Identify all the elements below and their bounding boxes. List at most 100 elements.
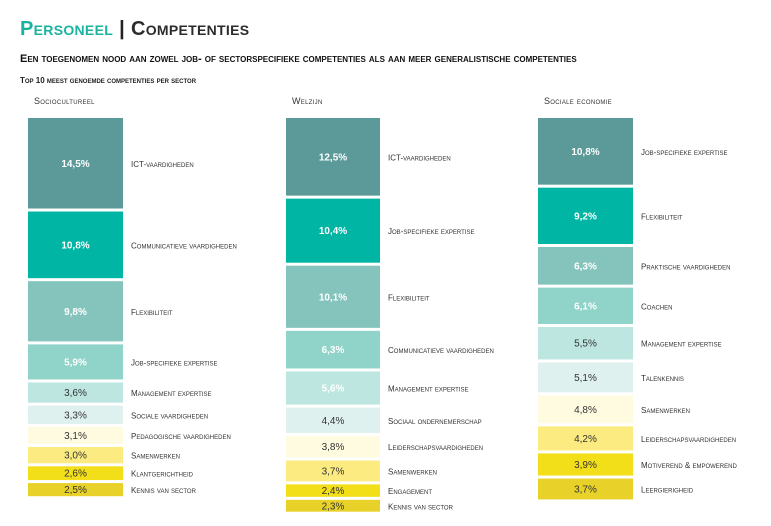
bar-value-label: 5,9%	[64, 357, 87, 368]
chart-title: Top 10 meest genoemde competenties per s…	[20, 76, 197, 85]
bar-segment	[286, 499, 380, 512]
bar-category-label: Motiverend & empowerend	[641, 461, 737, 470]
bar-value-label: 14,5%	[61, 159, 89, 170]
sector-title: Sociocultureel	[34, 96, 95, 106]
bar-category-label: Samenwerken	[131, 452, 180, 461]
bar-segment	[538, 426, 633, 451]
bar-category-label: Talenkennis	[641, 374, 684, 383]
bar-category-label: Communicatieve vaardigheden	[131, 241, 237, 250]
bar-category-label: Flexibiliteit	[131, 308, 173, 317]
bar-segment	[538, 362, 633, 393]
title-part-competenties: Competenties	[130, 18, 250, 40]
bar-category-label: Coachen	[641, 302, 672, 311]
bar-value-label: 3,8%	[322, 442, 345, 453]
bar-segment	[28, 211, 123, 279]
bar-category-label: ICT-vaardigheden	[388, 153, 451, 162]
sector-welzijn: Welzijn 12,5% ICT-vaardigheden 10,4% Job-spe…	[286, 96, 494, 512]
bar-value-label: 3,0%	[64, 451, 87, 462]
bar-segment	[538, 478, 633, 500]
bar-value-label: 10,1%	[319, 292, 347, 303]
bar-segment	[286, 371, 380, 405]
page-title: Personeel | Competenties	[20, 18, 249, 41]
bar-segment	[286, 435, 380, 458]
bar-value-label: 6,3%	[574, 261, 597, 272]
bar-segment	[28, 446, 123, 464]
bar-segment	[286, 484, 380, 497]
sector-title: Welzijn	[292, 96, 323, 106]
bar-value-label: 10,8%	[571, 147, 599, 158]
bar-category-label: Communicatieve vaardigheden	[388, 346, 494, 355]
bar-segment	[538, 247, 633, 285]
bar-value-label: 6,3%	[322, 345, 345, 356]
bar-value-label: 4,8%	[574, 405, 597, 416]
page-subtitle: Een toegenomen nood aan zowel job- of se…	[20, 53, 577, 65]
bar-segment	[538, 118, 633, 185]
bar-value-label: 3,6%	[64, 388, 87, 399]
bar-segment	[28, 426, 123, 444]
bar-value-label: 2,3%	[322, 501, 345, 512]
bar-value-label: 6,1%	[574, 301, 597, 312]
bar-value-label: 3,1%	[64, 431, 87, 442]
bar-value-label: 3,9%	[574, 460, 597, 471]
bar-value-label: 2,4%	[322, 486, 345, 497]
bar-segment	[538, 287, 633, 324]
bar-segment	[538, 187, 633, 244]
bar-category-label: Klantgerichtheid	[131, 470, 194, 479]
bar-category-label: Flexibiliteit	[388, 293, 430, 302]
bar-segment	[28, 466, 123, 481]
bar-segment	[286, 330, 380, 369]
bar-segment	[28, 118, 123, 209]
bar-category-label: Leiderschapsvaardigheden	[641, 435, 736, 444]
bar-category-label: Samenwerken	[641, 406, 690, 415]
sector-sociocultureel: Sociocultureel 14,5% ICT-vaardigheden 10,8%…	[28, 96, 237, 497]
bar-category-label: Sociaal ondernemerschap	[388, 417, 482, 426]
bar-segment	[286, 198, 380, 263]
bar-segment	[286, 407, 380, 433]
bar-category-label: Leergierigheid	[641, 485, 694, 494]
bar-value-label: 5,5%	[574, 339, 597, 350]
bar-value-label: 3,7%	[574, 484, 597, 495]
bar-category-label: Kennis van sector	[131, 486, 197, 495]
bar-value-label: 2,5%	[64, 485, 87, 496]
bar-category-label: Management expertise	[131, 389, 211, 398]
bar-value-label: 3,3%	[64, 410, 87, 421]
bar-value-label: 12,5%	[319, 152, 347, 163]
bar-category-label: Job-specifieke expertise	[641, 148, 727, 157]
bar-category-label: Management expertise	[641, 340, 721, 349]
bar-segment	[28, 281, 123, 342]
bar-category-label: ICT-vaardigheden	[131, 160, 194, 169]
bar-category-label: Leiderschapsvaardigheden	[388, 443, 483, 452]
bar-segment	[28, 382, 123, 403]
bar-category-label: Praktische vaardigheden	[641, 262, 730, 271]
bar-category-label: Samenwerken	[388, 467, 437, 476]
bar-value-label: 5,6%	[322, 384, 345, 395]
sector-sociale-economie: Sociale economie 10,8% Job-specifieke expe…	[538, 96, 737, 500]
bar-segment	[28, 405, 123, 424]
bar-value-label: 4,2%	[574, 434, 597, 445]
bar-category-label: Management expertise	[388, 385, 468, 394]
bar-value-label: 5,1%	[574, 373, 597, 384]
bar-segment	[538, 395, 633, 424]
bar-value-label: 10,8%	[61, 240, 89, 251]
bar-value-label: 10,4%	[319, 226, 347, 237]
bar-category-label: Job-specifieke expertise	[388, 227, 474, 236]
bar-category-label: Sociale vaardigheden	[131, 411, 208, 420]
bar-category-label: Job-specifieke expertise	[131, 358, 217, 367]
bar-value-label: 3,7%	[322, 466, 345, 477]
bar-value-label: 9,2%	[574, 211, 597, 222]
bar-segment	[538, 326, 633, 360]
bar-segment	[28, 344, 123, 380]
bar-category-label: Flexibiliteit	[641, 212, 683, 221]
bar-category-label: Kennis van sector	[388, 502, 454, 511]
bar-segment	[286, 265, 380, 328]
bar-value-label: 2,6%	[64, 469, 87, 480]
bar-value-label: 4,4%	[322, 416, 345, 427]
bar-category-label: Pedagogische vaardigheden	[131, 432, 231, 441]
bar-segment	[538, 453, 633, 476]
bar-value-label: 9,8%	[64, 307, 87, 318]
bar-segment	[28, 483, 123, 497]
bar-segment	[286, 460, 380, 482]
sector-title: Sociale economie	[544, 96, 612, 106]
bar-segment	[286, 118, 380, 196]
